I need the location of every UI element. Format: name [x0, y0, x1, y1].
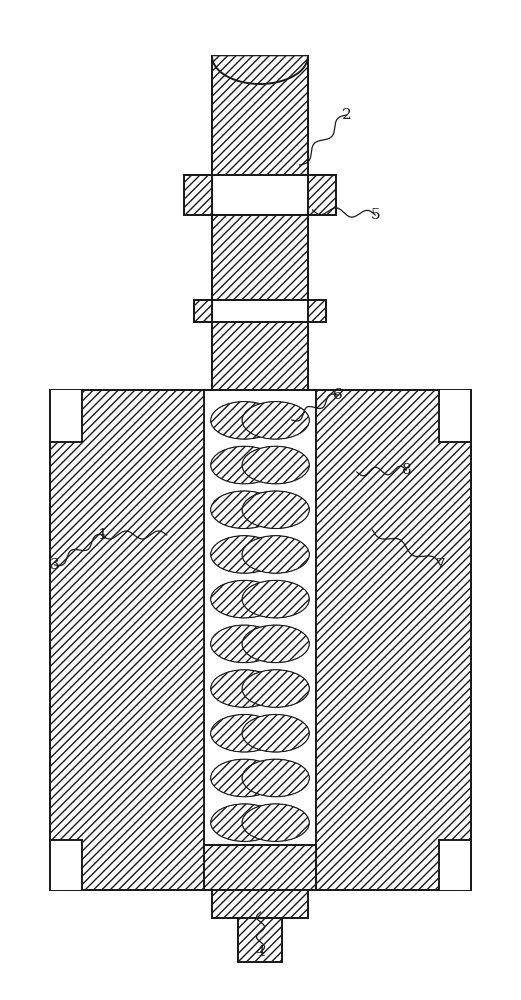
Bar	[212, 890, 308, 918]
Ellipse shape	[210, 491, 278, 529]
Ellipse shape	[242, 714, 309, 752]
Ellipse shape	[242, 670, 309, 707]
Text: 5: 5	[370, 208, 380, 222]
Text: 8: 8	[402, 463, 411, 477]
Bar	[212, 215, 308, 300]
Bar	[184, 175, 212, 215]
Bar	[50, 390, 82, 442]
Ellipse shape	[242, 580, 309, 618]
Ellipse shape	[210, 580, 278, 618]
Ellipse shape	[210, 714, 278, 752]
Bar	[204, 845, 316, 890]
Text: 2: 2	[342, 108, 351, 122]
Bar	[212, 322, 308, 390]
Ellipse shape	[210, 670, 278, 707]
Ellipse shape	[242, 491, 309, 529]
Bar	[212, 322, 308, 390]
Bar	[194, 300, 212, 322]
Bar	[238, 918, 282, 962]
Ellipse shape	[242, 759, 309, 797]
Ellipse shape	[242, 446, 309, 484]
Bar	[50, 840, 82, 890]
Ellipse shape	[210, 625, 278, 663]
Bar	[194, 300, 212, 322]
Ellipse shape	[242, 625, 309, 663]
Bar	[204, 390, 316, 890]
Ellipse shape	[242, 804, 309, 841]
Text: 6: 6	[333, 388, 342, 402]
Bar	[308, 175, 336, 215]
Bar	[439, 390, 471, 442]
Ellipse shape	[210, 446, 278, 484]
Ellipse shape	[242, 536, 309, 573]
Text: 7: 7	[436, 558, 445, 572]
Bar	[204, 845, 316, 890]
Text: 4: 4	[256, 945, 265, 959]
Bar	[212, 56, 308, 175]
Bar	[184, 175, 212, 215]
Polygon shape	[212, 56, 308, 84]
Bar	[50, 390, 471, 890]
Ellipse shape	[210, 804, 278, 841]
Bar	[439, 390, 471, 442]
Ellipse shape	[210, 759, 278, 797]
Ellipse shape	[210, 536, 278, 573]
Text: 3: 3	[50, 558, 59, 572]
Ellipse shape	[210, 402, 278, 439]
Bar	[212, 56, 308, 175]
Bar	[50, 390, 471, 890]
Bar	[238, 918, 282, 962]
Bar	[308, 300, 326, 322]
Bar	[212, 890, 308, 918]
Text: 1: 1	[97, 528, 106, 542]
Bar	[50, 390, 82, 442]
Bar	[308, 175, 336, 215]
Ellipse shape	[242, 402, 309, 439]
Bar	[212, 215, 308, 300]
Bar	[439, 840, 471, 890]
Bar	[308, 300, 326, 322]
